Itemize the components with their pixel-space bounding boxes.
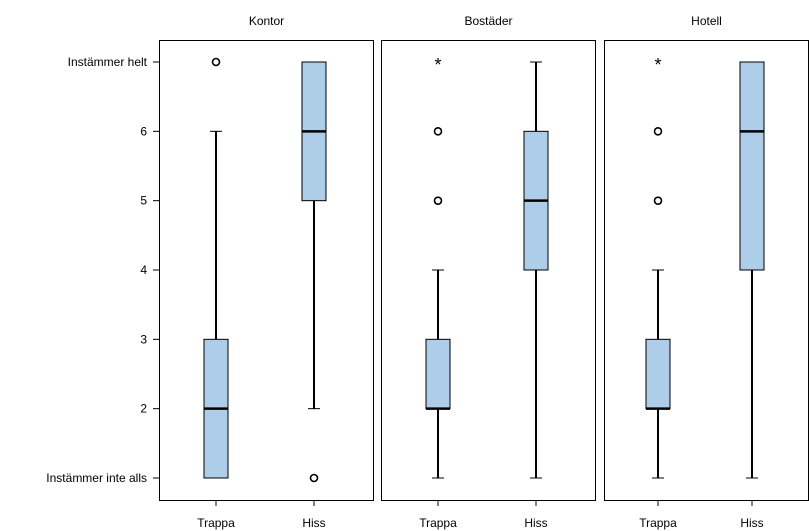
panel-frame: [159, 40, 374, 501]
outlier-star: *: [434, 55, 441, 75]
panel-title: Bostäder: [464, 14, 512, 28]
outlier-circle: [653, 127, 663, 136]
y-tick-label: 4: [140, 263, 147, 277]
x-tick-label: Trappa: [639, 516, 677, 530]
x-tick-label: Trappa: [419, 516, 457, 530]
panel-title: Kontor: [249, 14, 284, 28]
box: [645, 338, 671, 410]
y-tick-label: Instämmer inte alls: [46, 471, 147, 485]
x-tick-label: Hiss: [740, 516, 763, 530]
y-tick-label: Instämmer helt: [68, 55, 148, 69]
x-tick-label: Trappa: [197, 516, 235, 530]
y-tick-label: 6: [140, 124, 147, 138]
outlier-circle: [433, 196, 443, 205]
y-tick-label: 2: [140, 402, 147, 416]
x-tick-label: Hiss: [524, 516, 547, 530]
outlier-star: *: [654, 55, 661, 75]
panel-frame: [381, 40, 596, 501]
y-tick-label: 5: [140, 194, 147, 208]
outlier-circle: [211, 57, 221, 67]
outlier-circle: [433, 127, 443, 136]
x-tick-label: Hiss: [302, 516, 325, 530]
panel-title: Hotell: [691, 14, 722, 28]
panel-frame: [604, 40, 809, 501]
outlier-circle: [309, 473, 319, 483]
box: [425, 338, 451, 410]
y-tick-label: 3: [140, 332, 147, 346]
box: [739, 61, 765, 271]
outlier-circle: [653, 196, 663, 205]
